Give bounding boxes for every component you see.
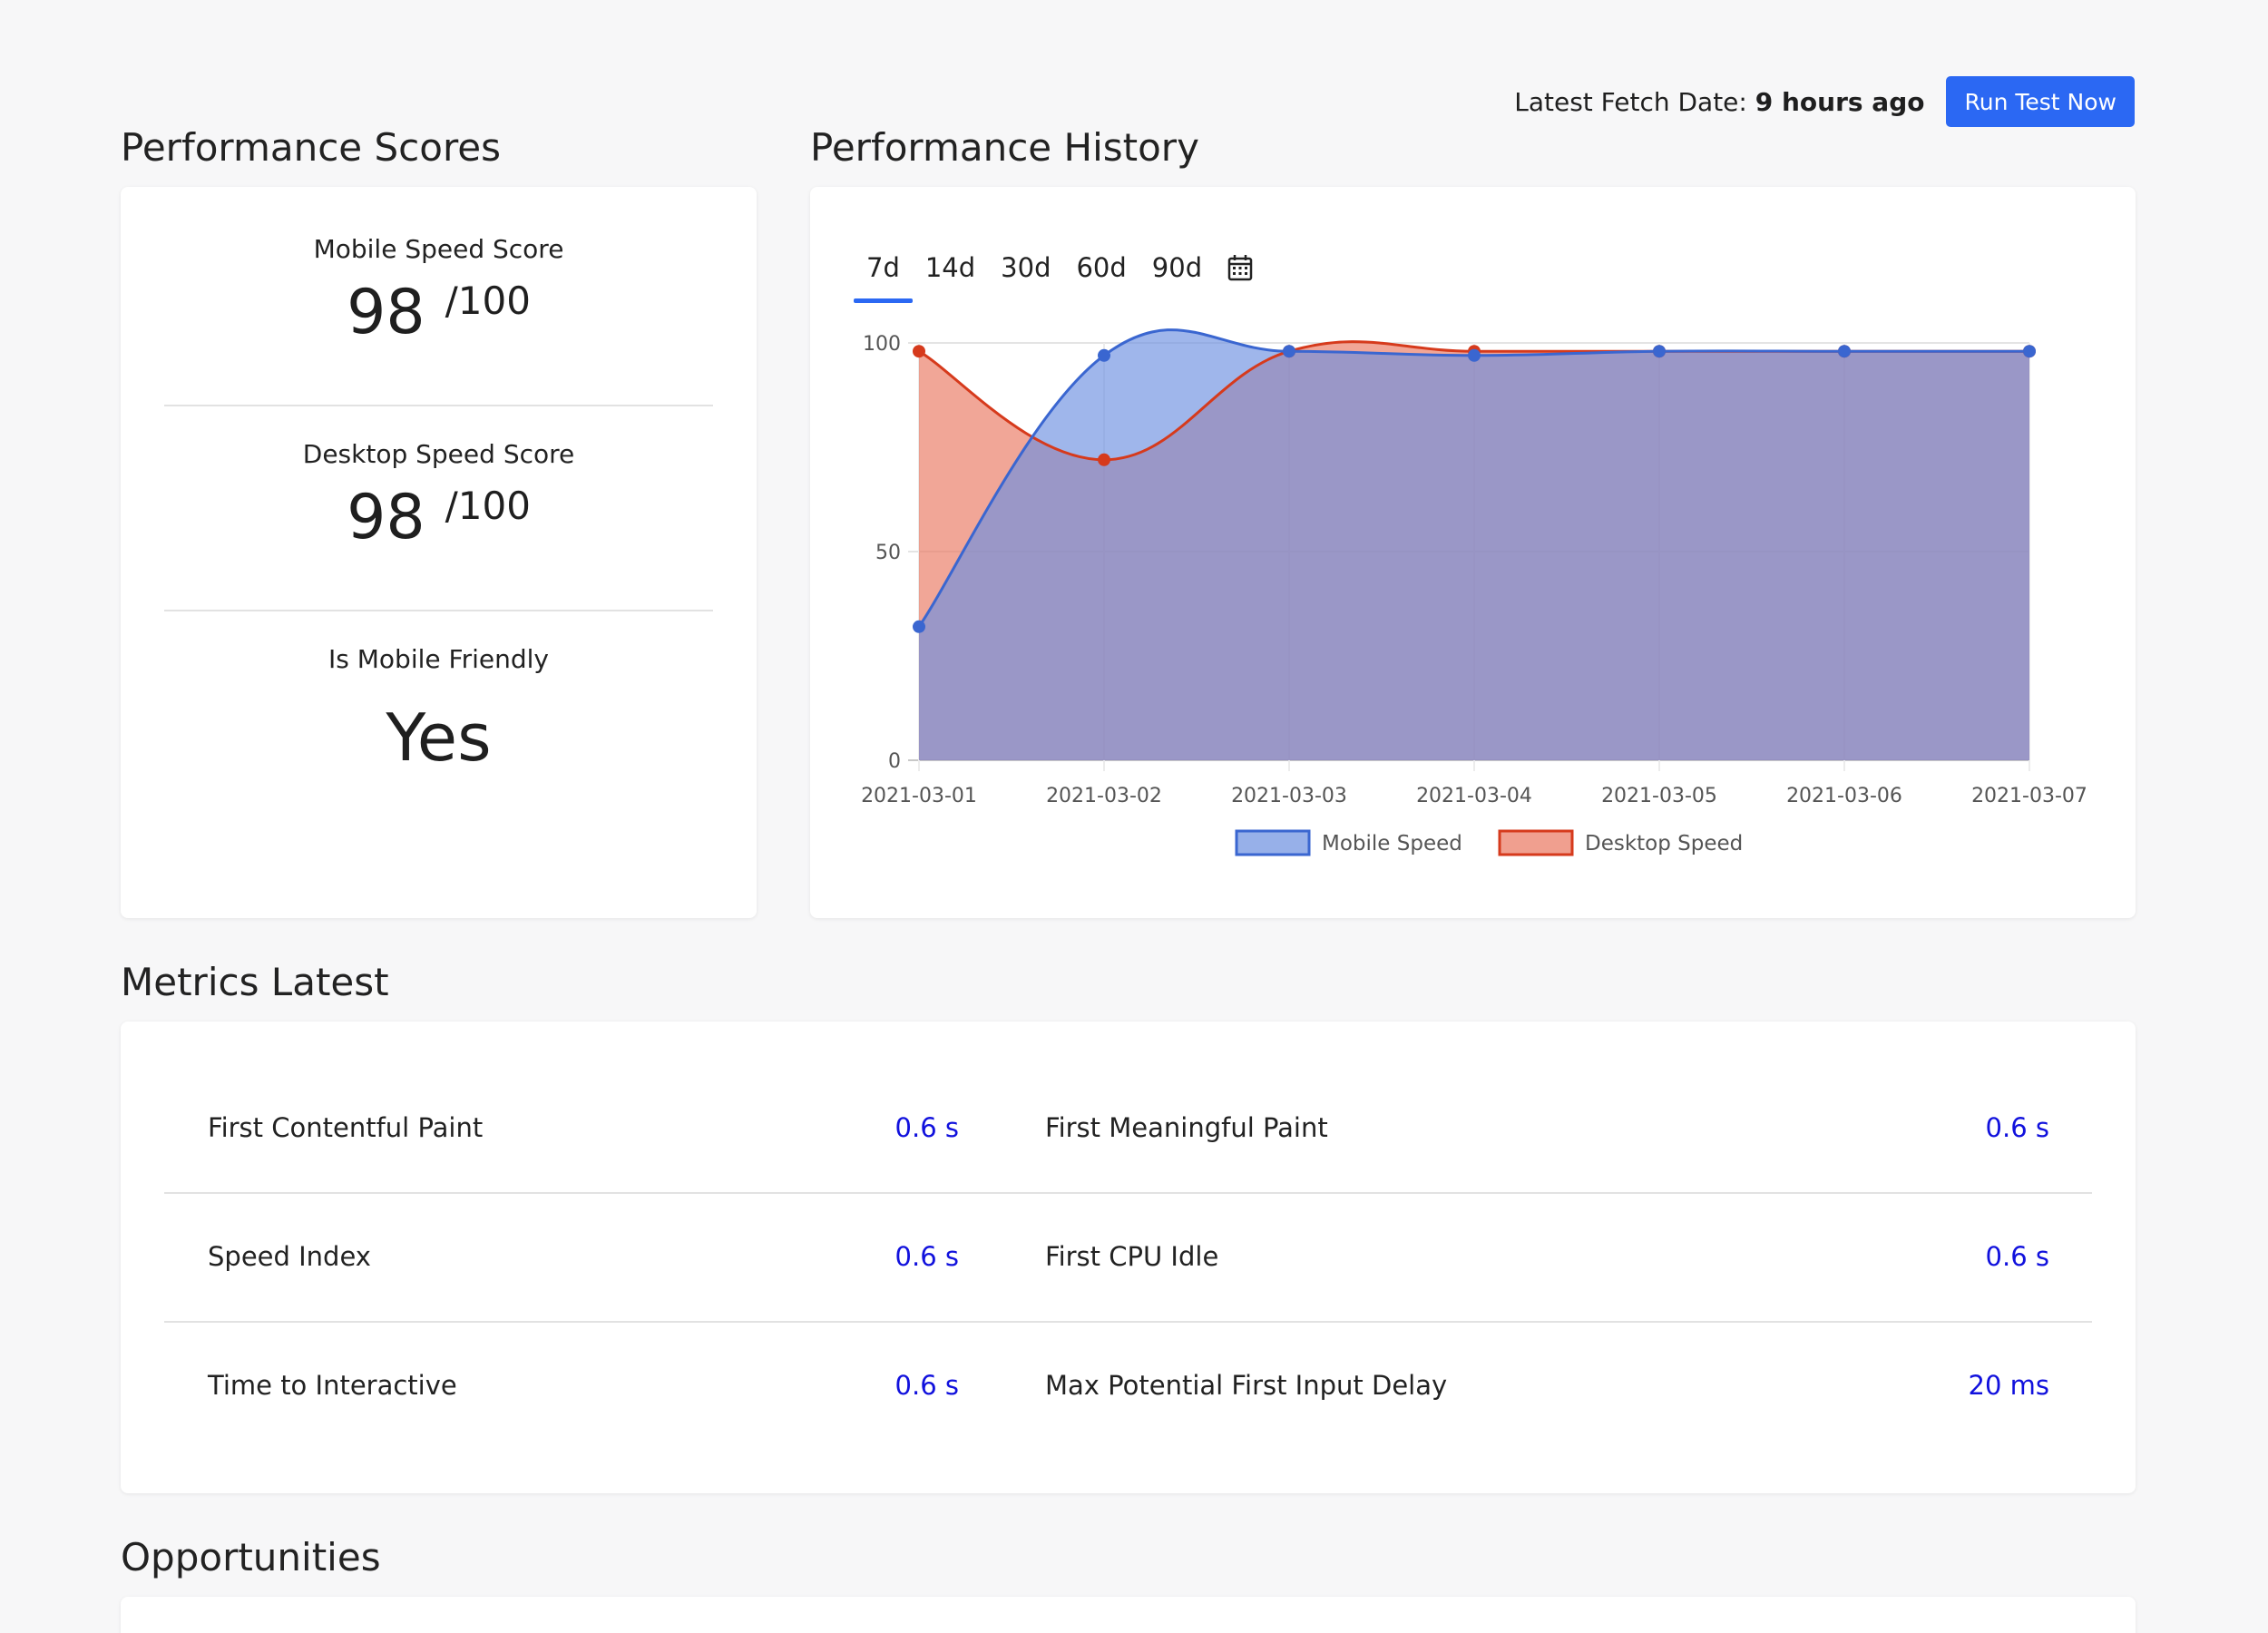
legend-label: Desktop Speed	[1585, 832, 1743, 856]
desktop-speed-score-max: /100	[445, 484, 531, 528]
fetch-date-value: 9 hours ago	[1755, 86, 1925, 117]
divider	[164, 1192, 2092, 1194]
area-mobile-speed	[919, 329, 2029, 760]
point-desktop-speed	[1098, 453, 1110, 466]
point-desktop-speed	[913, 345, 925, 358]
point-mobile-speed	[1468, 348, 1481, 362]
performance-history-title: Performance History	[810, 125, 1199, 170]
metrics-latest-title: Metrics Latest	[121, 960, 389, 1004]
desktop-speed-score: Desktop Speed Score 98 /100	[121, 439, 757, 549]
desktop-speed-score-label: Desktop Speed Score	[302, 439, 575, 469]
performance-history-card: 0 50 100 2021-03-01 2021-03-02 2021-03-03 2021…	[810, 187, 2136, 918]
x-tick-label: 2021-03-01	[861, 785, 977, 807]
tab-7d[interactable]: 7d	[854, 245, 913, 303]
mobile-friendly-value: Yes	[386, 699, 492, 776]
desktop-speed-score-value: 98	[347, 482, 425, 553]
tab-90d[interactable]: 90d	[1151, 252, 1203, 283]
tab-60d[interactable]: 60d	[1076, 252, 1127, 283]
y-tick-label: 100	[863, 333, 901, 356]
x-tick-label: 2021-03-04	[1416, 785, 1532, 807]
metric-label: First Meaningful Paint	[1045, 1112, 1328, 1143]
fetch-date-label: Latest Fetch Date:	[1514, 86, 1747, 117]
metrics-latest-card: First Contentful Paint 0.6 s First Meani…	[121, 1022, 2136, 1493]
metric-value: 0.6 s	[1985, 1112, 2049, 1143]
metric-label: First CPU Idle	[1045, 1241, 1219, 1272]
calendar-icon[interactable]	[1215, 245, 1266, 303]
tab-30d[interactable]: 30d	[1001, 252, 1051, 283]
metrics-row: Time to Interactive 0.6 s Max Potential …	[164, 1321, 2092, 1450]
tab-14d[interactable]: 14d	[924, 252, 976, 283]
metric-max-potential-fid: Max Potential First Input Delay 20 ms	[1045, 1321, 2049, 1450]
range-tabs: 7d 14d 30d 60d 90d	[854, 245, 1266, 303]
opportunities-title: Opportunities	[121, 1535, 381, 1579]
metric-first-meaningful-paint: First Meaningful Paint 0.6 s	[1045, 1063, 2049, 1192]
point-mobile-speed	[913, 620, 925, 633]
legend-swatch	[1235, 829, 1311, 856]
legend-label: Mobile Speed	[1322, 832, 1462, 856]
mobile-speed-score-value: 98	[347, 277, 425, 348]
x-tick-label: 2021-03-03	[1231, 785, 1347, 807]
mobile-friendly: Is Mobile Friendly Yes	[121, 644, 757, 776]
metric-label: Time to Interactive	[208, 1370, 457, 1401]
metrics-row: First Contentful Paint 0.6 s First Meani…	[164, 1063, 2092, 1192]
metric-speed-index: Speed Index 0.6 s	[208, 1192, 959, 1321]
x-tick-label: 2021-03-02	[1046, 785, 1162, 807]
mobile-speed-score: Mobile Speed Score 98 /100	[121, 234, 757, 344]
metric-value: 0.6 s	[894, 1370, 959, 1401]
point-mobile-speed	[1838, 345, 1851, 358]
x-tick-label: 2021-03-05	[1601, 785, 1717, 807]
x-tick-label: 2021-03-07	[1971, 785, 2087, 807]
mobile-speed-score-max: /100	[445, 279, 531, 323]
point-mobile-speed	[1283, 345, 1295, 358]
opportunities-card	[121, 1597, 2136, 1633]
divider	[164, 610, 713, 611]
point-mobile-speed	[1098, 348, 1110, 362]
metric-label: Max Potential First Input Delay	[1045, 1370, 1448, 1401]
divider	[164, 1321, 2092, 1323]
metric-time-to-interactive: Time to Interactive 0.6 s	[208, 1321, 959, 1450]
performance-history-chart: 0 50 100 2021-03-01 2021-03-02 2021-03-03 2021…	[861, 328, 2087, 856]
point-mobile-speed	[1653, 345, 1666, 358]
performance-scores-card: Mobile Speed Score 98 /100 Desktop Speed…	[121, 187, 757, 918]
y-tick-label: 50	[875, 542, 901, 564]
y-tick-label: 0	[888, 750, 901, 773]
metric-label: Speed Index	[208, 1241, 371, 1272]
metric-value: 0.6 s	[894, 1241, 959, 1272]
metric-first-cpu-idle: First CPU Idle 0.6 s	[1045, 1192, 2049, 1321]
fetch-bar: Latest Fetch Date: 9 hours ago Run Test …	[1514, 76, 2135, 127]
run-test-now-button[interactable]: Run Test Now	[1946, 76, 2135, 127]
metric-value: 0.6 s	[1985, 1241, 2049, 1272]
divider	[164, 405, 713, 406]
metric-label: First Contentful Paint	[208, 1112, 484, 1143]
performance-scores-title: Performance Scores	[121, 125, 502, 170]
point-mobile-speed	[2023, 345, 2036, 358]
metric-value: 0.6 s	[894, 1112, 959, 1143]
metric-first-contentful-paint: First Contentful Paint 0.6 s	[208, 1063, 959, 1192]
mobile-friendly-label: Is Mobile Friendly	[328, 644, 549, 674]
legend-swatch	[1498, 829, 1574, 856]
metric-value: 20 ms	[1968, 1370, 2049, 1401]
x-tick-label: 2021-03-06	[1786, 785, 1902, 807]
metrics-row: Speed Index 0.6 s First CPU Idle 0.6 s	[164, 1192, 2092, 1321]
latest-fetch-date: Latest Fetch Date: 9 hours ago	[1514, 87, 1924, 117]
mobile-speed-score-label: Mobile Speed Score	[313, 234, 564, 264]
